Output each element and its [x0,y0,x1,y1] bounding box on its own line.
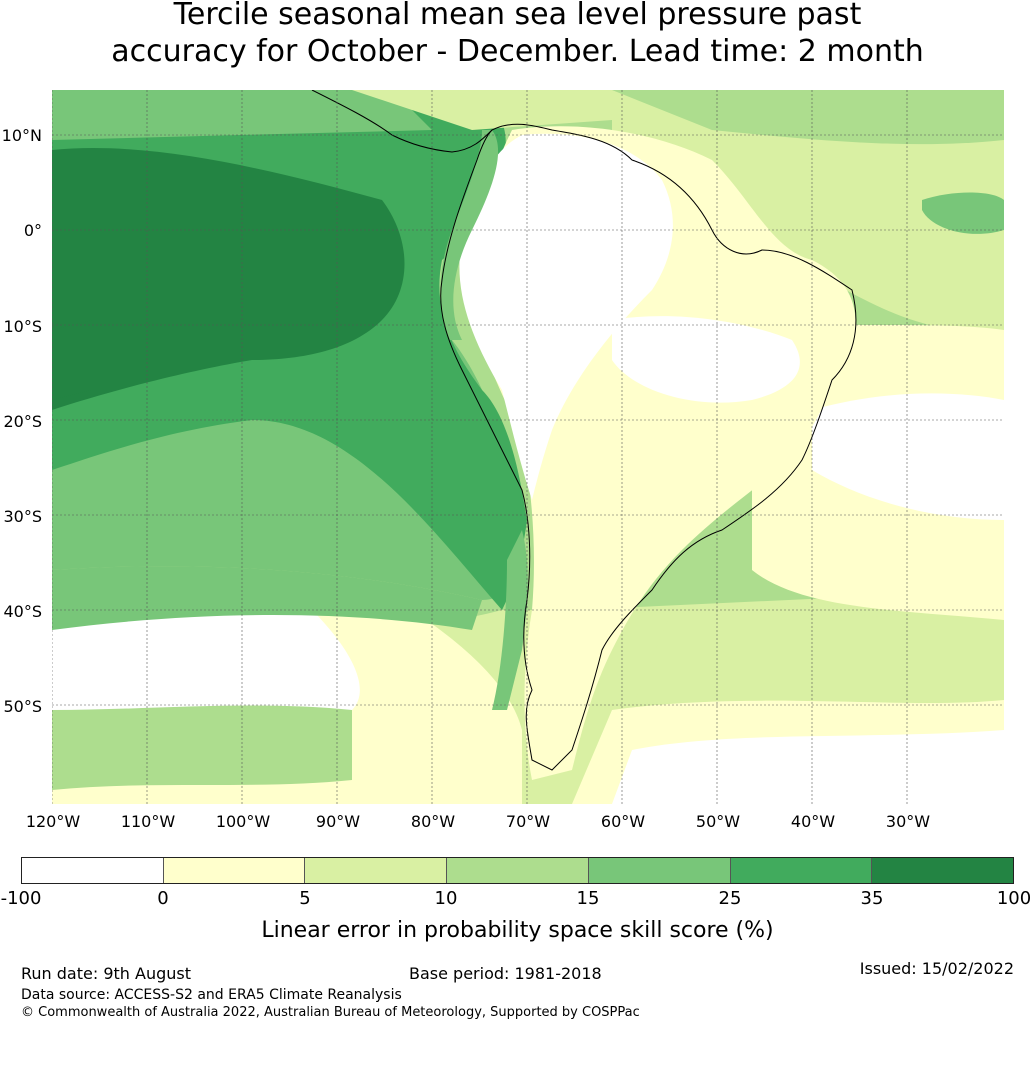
graticule [52,90,1004,804]
colorbar-tick: 0 [157,888,169,909]
region-north-pale [352,90,612,130]
lon-label-90w: 90°W [315,812,361,831]
lat-label-10s: 10°S [3,317,42,336]
colorbar-tick: 5 [299,888,311,909]
run-date: Run date: 9th August [21,964,191,983]
region-satl-white [812,393,1004,520]
title-line-1: Tercile seasonal mean sea level pressure… [173,0,862,32]
region-south-white [52,592,360,715]
lon-label-110w: 110°W [120,812,176,831]
colorbar-tick: -100 [0,888,42,909]
colorbar-tick: 15 [576,888,600,909]
colorbar-seg-2 [163,858,306,883]
lon-label-120w: 120°W [25,812,81,831]
region-coastal-green [440,130,499,340]
coastline-south-america [440,123,857,771]
colorbar-label: Linear error in probability space skill … [261,918,774,943]
region-pacific-100 [52,148,405,410]
issued-date: Issued: 15/02/2022 [859,959,1014,978]
colorbar-tick: 35 [860,888,884,909]
colorbar-tick: 25 [718,888,742,909]
colorbar-seg-7 [872,858,1014,883]
lon-label-40w: 40°W [790,812,836,831]
coastline-central-america [311,90,493,153]
skill-map-svg [52,90,1004,804]
region-atlantic-15 [612,90,1004,145]
lon-label-60w: 60°W [600,812,646,831]
copyright: © Commonwealth of Australia 2022, Austra… [21,1005,640,1020]
base-period: Base period: 1981-2018 [409,964,602,983]
lat-label-0: 0° [23,221,42,240]
colorbar-seg-5 [588,858,731,883]
colorbar-seg-6 [730,858,873,883]
region-pacific-mid-b [52,566,482,630]
region-brazil-white [612,316,800,403]
lat-label-10n: 10°N [1,126,42,145]
lon-label-100w: 100°W [215,812,271,831]
region-chile-green [492,530,528,710]
lon-label-80w: 80°W [410,812,456,831]
region-andes-white [459,133,673,500]
colorbar-seg-4 [447,858,589,883]
title-line-2: accuracy for October - December. Lead ti… [111,34,924,69]
data-source: Data source: ACCESS-S2 and ERA5 Climate … [21,987,402,1003]
lon-label-50w: 50°W [695,812,741,831]
colorbar-tick: 100 [996,888,1032,909]
lat-label-40s: 40°S [3,602,42,621]
colorbar-tick: 10 [434,888,458,909]
colorbar-seg-3 [305,858,448,883]
lat-label-30s: 30°S [3,507,42,526]
lon-label-70w: 70°W [505,812,551,831]
skill-map [52,90,1004,804]
region-atlantic-pale [612,90,1004,332]
region-satl-white-s [612,730,1004,804]
region-atlantic-blob [922,192,1004,234]
region-pacific-100-b [52,320,92,400]
colorbar-seg-1 [22,858,164,883]
region-south-green [52,705,352,790]
map-title: Tercile seasonal mean sea level pressure… [0,0,1035,70]
lon-label-30w: 30°W [885,812,931,831]
lat-label-50s: 50°S [3,697,42,716]
lat-label-20s: 20°S [3,412,42,431]
colorbar [21,857,1014,884]
